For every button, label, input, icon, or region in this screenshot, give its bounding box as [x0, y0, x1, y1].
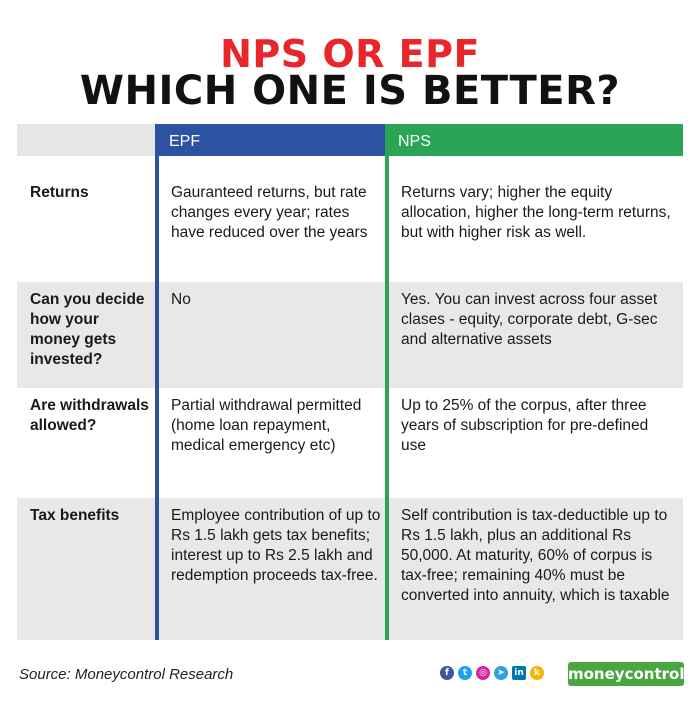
- nps-cell: Yes. You can invest across four asset cl…: [401, 291, 658, 348]
- nps-cell: Self contribution is tax-deductible up t…: [401, 507, 670, 604]
- koo-icon[interactable]: k: [530, 666, 544, 680]
- title-line-2: WHICH ONE IS BETTER?: [79, 68, 621, 114]
- telegram-icon[interactable]: ➤: [494, 666, 508, 680]
- nps-column-header: NPS: [386, 124, 683, 156]
- table-row: Returns Gauranteed returns, but rate cha…: [17, 156, 683, 282]
- table-row: Tax benefits Employee contribution of up…: [17, 498, 683, 640]
- moneycontrol-logo: moneycontrol: [568, 662, 684, 686]
- row-label: Returns: [30, 184, 89, 201]
- epf-cell: Partial withdrawal permitted (home loan …: [171, 397, 362, 454]
- row-label: Are withdrawals allowed?: [30, 397, 149, 434]
- nps-cell: Returns vary; higher the equity allocati…: [401, 184, 671, 241]
- social-icons: f t ◎ ➤ in k: [440, 666, 544, 680]
- source-note: Source: Moneycontrol Research: [19, 666, 234, 683]
- table-row: Are withdrawals allowed? Partial withdra…: [17, 388, 683, 498]
- epf-cell: Employee contribution of up to Rs 1.5 la…: [171, 507, 381, 584]
- instagram-icon[interactable]: ◎: [476, 666, 490, 680]
- comparison-table: EPF NPS Returns Gauranteed returns, but …: [17, 124, 683, 640]
- epf-cell: Gauranteed returns, but rate changes eve…: [171, 184, 368, 241]
- linkedin-icon[interactable]: in: [512, 666, 526, 680]
- twitter-icon[interactable]: t: [458, 666, 472, 680]
- nps-column-divider: [385, 124, 389, 640]
- nps-cell: Up to 25% of the corpus, after three yea…: [401, 397, 649, 454]
- header-blank-cell: [17, 124, 157, 156]
- epf-column-divider: [155, 124, 159, 640]
- title-line-1: NPS OR EPF: [220, 32, 480, 76]
- facebook-icon[interactable]: f: [440, 666, 454, 680]
- table-row: Can you decide how your money gets inves…: [17, 282, 683, 388]
- epf-cell: No: [171, 291, 191, 308]
- row-label: Can you decide how your money gets inves…: [30, 291, 145, 368]
- row-label: Tax benefits: [30, 507, 120, 524]
- epf-column-header: EPF: [157, 124, 386, 156]
